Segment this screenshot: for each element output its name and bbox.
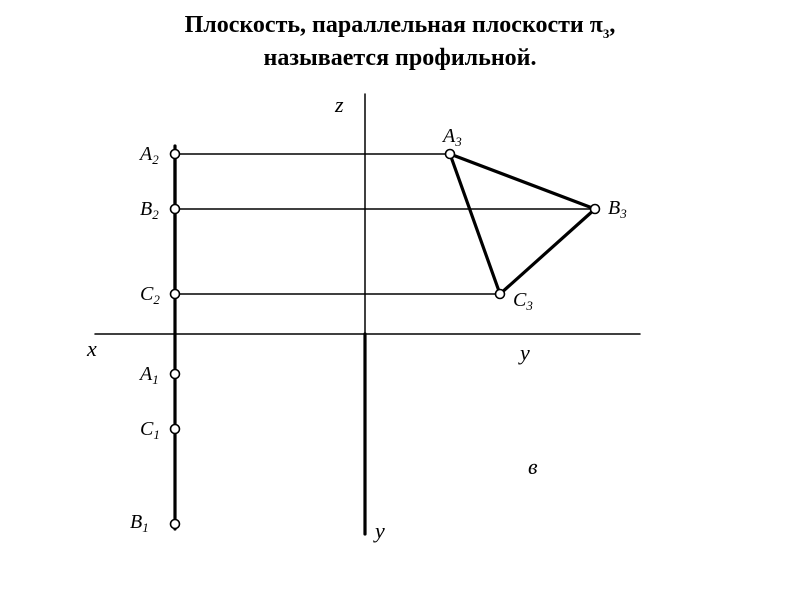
svg-text:y: y	[373, 518, 385, 543]
svg-text:В2: В2	[140, 198, 159, 222]
title-line2: называется профильной.	[264, 45, 537, 71]
svg-text:В3: В3	[608, 197, 627, 221]
svg-text:В1: В1	[130, 511, 149, 535]
title-block: Плоскость, параллельная плоскости π3, на…	[0, 0, 800, 74]
diagram-area: z x y y в А2 В2 С2 А1 С1 В1 А3 В3 С3	[0, 74, 800, 584]
svg-text:С2: С2	[140, 283, 160, 307]
title-line1-suffix: ,	[609, 12, 615, 38]
svg-text:в: в	[528, 454, 538, 479]
svg-text:y: y	[518, 340, 530, 365]
projection-diagram: z x y y в А2 В2 С2 А1 С1 В1 А3 В3 С3	[0, 74, 800, 584]
svg-text:x: x	[86, 336, 97, 361]
title-line1-prefix: Плоскость, параллельная плоскости π	[185, 12, 603, 38]
svg-text:z: z	[334, 92, 344, 117]
svg-text:А1: А1	[138, 363, 159, 387]
svg-text:А3: А3	[441, 125, 462, 149]
svg-text:С3: С3	[513, 289, 533, 313]
svg-text:С1: С1	[140, 418, 160, 442]
svg-text:А2: А2	[138, 143, 159, 167]
